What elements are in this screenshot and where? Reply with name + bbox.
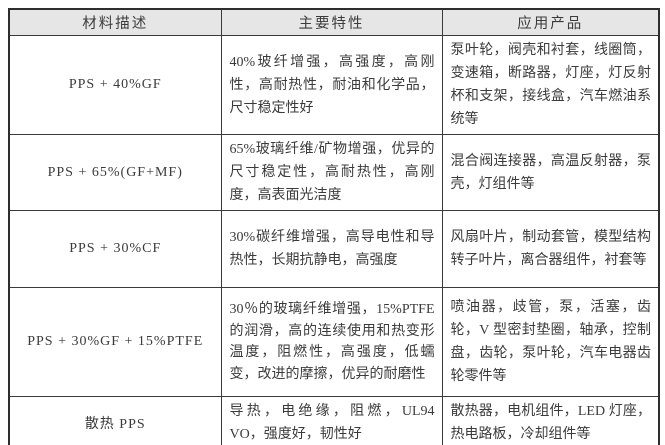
table-row: PPS + 30%CF 30%碳纤维增强，高导电性和导热性，长期抗静电，高强度 … [8, 210, 660, 288]
applications-cell: 泵叶轮，阀壳和衬套，线圈筒，变速箱，断路器，灯座，灯反射杯和支架，接线盒，汽车燃… [441, 35, 660, 135]
table-row: PPS + 40%GF 40%玻纤增强，高强度，高刚性，高耐热性，耐油和化学品，… [8, 35, 660, 135]
features-cell: 30％的玻璃纤维增强，15%PTFE 的润滑，高的连续使用和热变形温度，阻燃性，… [220, 287, 443, 397]
table-row: PPS + 30%GF + 15%PTFE 30％的玻璃纤维增强，15%PTFE… [8, 287, 660, 397]
material-cell: PPS + 30%CF [8, 210, 222, 288]
column-header-applications: 应用产品 [441, 8, 660, 36]
applications-cell: 风扇叶片，制动套管，模型结构转子叶片，离合器组件，衬套等 [441, 210, 660, 288]
material-cell: 散热 PPS [8, 396, 222, 445]
column-header-features: 主要特性 [220, 8, 443, 36]
material-cell: PPS + 65%(GF+MF) [8, 134, 222, 211]
features-cell: 65%玻璃纤维/矿物增强，优异的尺寸稳定性，高耐热性，高刚度，高表面光洁度 [220, 134, 443, 211]
applications-cell: 混合阀连接器，高温反射器，泵壳，灯组件等 [441, 134, 660, 211]
material-cell: PPS + 40%GF [8, 35, 222, 135]
material-cell: PPS + 30%GF + 15%PTFE [8, 287, 222, 397]
features-cell: 导热，电绝缘，阻燃，UL94 VO，强度好，韧性好 [220, 396, 443, 445]
table-row: 散热 PPS 导热，电绝缘，阻燃，UL94 VO，强度好，韧性好 散热器，电机组… [8, 396, 660, 445]
table-header-row: 材料描述 主要特性 应用产品 [8, 8, 660, 36]
column-header-material: 材料描述 [8, 8, 222, 36]
features-cell: 40%玻纤增强，高强度，高刚性，高耐热性，耐油和化学品，尺寸稳定性好 [220, 35, 443, 135]
applications-cell: 喷油器，歧管，泵，活塞，齿轮，V 型密封垫圈，轴承，控制盘，齿轮，泵叶轮，汽车电… [441, 287, 660, 397]
features-cell: 30%碳纤维增强，高导电性和导热性，长期抗静电，高强度 [220, 210, 443, 288]
table-row: PPS + 65%(GF+MF) 65%玻璃纤维/矿物增强，优异的尺寸稳定性，高… [8, 134, 660, 211]
applications-cell: 散热器，电机组件，LED 灯座，热电路板，冷却组件等 [441, 396, 660, 445]
pps-materials-table: 材料描述 主要特性 应用产品 PPS + 40%GF 40%玻纤增强，高强度，高… [8, 8, 660, 445]
